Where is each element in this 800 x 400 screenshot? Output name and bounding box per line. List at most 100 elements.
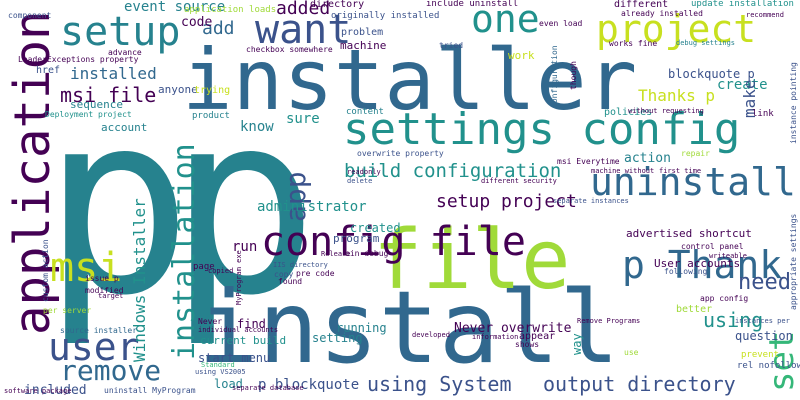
- cloud-word: p: [168, 59, 319, 350]
- cloud-word: sequence: [70, 98, 123, 111]
- cloud-word: prevent: [741, 350, 779, 360]
- cloud-word: project: [596, 7, 757, 51]
- cloud-word: want: [255, 7, 352, 53]
- cloud-word: directory: [310, 0, 365, 10]
- cloud-word: application loads: [184, 5, 277, 15]
- cloud-word: problem: [341, 27, 384, 38]
- cloud-word: trying: [194, 85, 231, 96]
- cloud-word: load: [214, 377, 243, 391]
- cloud-word: following: [664, 267, 708, 276]
- cloud-word: administrator: [257, 199, 367, 215]
- cloud-word: without requesting: [628, 107, 704, 115]
- cloud-word: different: [614, 0, 669, 10]
- cloud-word: copied: [208, 267, 234, 275]
- cloud-word: run: [232, 239, 258, 255]
- cloud-word: msi: [50, 245, 123, 291]
- cloud-word: installation: [167, 143, 202, 360]
- cloud-word: Standard: [201, 361, 235, 369]
- cloud-word: custom action: [41, 239, 50, 302]
- cloud-word: running: [336, 321, 387, 335]
- cloud-word: information: [472, 333, 519, 341]
- cloud-word: separate database: [232, 384, 304, 392]
- cloud-word: already installed: [621, 9, 703, 18]
- cloud-word: User accounts: [654, 257, 741, 270]
- cloud-word: remove: [60, 354, 162, 387]
- cloud-word: control panel: [681, 242, 744, 251]
- cloud-word: start menu: [198, 351, 271, 365]
- cloud-word: source installer: [60, 326, 138, 335]
- cloud-word: page: [193, 262, 215, 272]
- cloud-word: included: [24, 383, 87, 398]
- cloud-word: anyone: [158, 83, 198, 96]
- cloud-word: href: [36, 65, 61, 76]
- cloud-word: though: [569, 61, 578, 90]
- cloud-word: msi file: [60, 83, 157, 107]
- cloud-word: separate instances: [553, 197, 629, 205]
- cloud-word: machine without: [591, 167, 655, 175]
- cloud-word: using System: [367, 372, 512, 396]
- cloud-word: find: [237, 317, 266, 331]
- cloud-word: found: [278, 277, 303, 286]
- cloud-word: bin debug: [345, 249, 389, 258]
- cloud-word: add: [202, 18, 235, 39]
- cloud-word: added: [276, 0, 331, 19]
- cloud-word: action: [624, 151, 671, 166]
- cloud-word: build configuration: [344, 160, 562, 182]
- cloud-word: works fine: [609, 39, 658, 48]
- cloud-word: issue p: [85, 274, 119, 283]
- cloud-word: IIS directory: [273, 261, 328, 269]
- cloud-word: using VS2005: [195, 368, 246, 376]
- cloud-word: machine: [340, 39, 387, 52]
- cloud-word: update installation: [691, 0, 794, 9]
- cloud-word: copy: [274, 270, 294, 279]
- cloud-word: configuration: [550, 45, 559, 108]
- cloud-word: work: [508, 49, 535, 62]
- cloud-word: even load: [539, 19, 583, 28]
- cloud-word: first time: [659, 167, 702, 175]
- cloud-word: individual accounts: [198, 326, 279, 334]
- cloud-word: writeable: [709, 252, 747, 260]
- cloud-word: config file: [261, 219, 526, 265]
- cloud-word: Windows Installer: [130, 198, 149, 362]
- cloud-word: MyProgram exe: [235, 250, 243, 305]
- cloud-word: recommend: [746, 11, 784, 19]
- cloud-word: different security: [481, 177, 557, 185]
- cloud-word: p blockquote: [258, 377, 360, 393]
- cloud-word: delete: [347, 177, 373, 185]
- cloud-word: account: [101, 121, 148, 134]
- cloud-word: using: [703, 308, 764, 332]
- cloud-word: component: [8, 11, 52, 20]
- cloud-word: advertised shortcut: [626, 227, 752, 240]
- cloud-word: tried: [439, 41, 464, 50]
- cloud-word: setting: [312, 331, 363, 345]
- cloud-word: instances per: [735, 317, 790, 325]
- cloud-word: one: [471, 0, 540, 41]
- cloud-word: p Thank: [622, 243, 783, 287]
- cloud-word: file: [373, 213, 571, 308]
- cloud-word: Never: [198, 317, 223, 326]
- cloud-word: use: [624, 348, 639, 357]
- cloud-word: policies: [604, 107, 653, 118]
- cloud-word: need: [738, 270, 791, 295]
- cloud-word: blockquote p: [668, 67, 755, 81]
- cloud-word: appropriate settings: [789, 213, 798, 310]
- cloud-word: overwrite property: [357, 149, 444, 158]
- cloud-word: advance: [108, 48, 142, 57]
- cloud-word: msi Everytime: [557, 157, 620, 166]
- cloud-word: modified: [85, 286, 124, 295]
- cloud-word: per server: [43, 306, 92, 315]
- cloud-word: question: [735, 329, 793, 343]
- cloud-word: rel nofollow: [737, 361, 800, 371]
- cloud-word: app config: [700, 294, 749, 303]
- cloud-word: LoaderExceptions property: [18, 55, 139, 64]
- cloud-word: event source: [124, 0, 226, 15]
- cloud-word: output directory: [543, 372, 736, 396]
- cloud-word: install: [198, 269, 620, 386]
- cloud-word: Never overwrite: [454, 321, 572, 336]
- cloud-word: program: [333, 232, 380, 245]
- cloud-word: product: [192, 111, 230, 121]
- cloud-word: readonly: [347, 168, 381, 176]
- cloud-word: know: [240, 119, 274, 135]
- cloud-word: installer: [182, 31, 638, 129]
